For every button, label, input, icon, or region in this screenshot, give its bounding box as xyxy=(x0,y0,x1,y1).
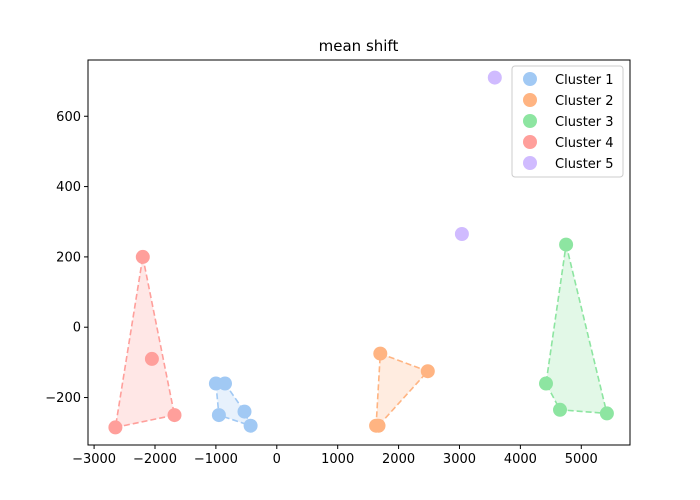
cluster-hulls xyxy=(114,244,608,429)
y-tick-label: 200 xyxy=(56,250,81,265)
plot-frame xyxy=(87,59,631,446)
x-tick-label: 4000 xyxy=(504,452,537,467)
x-axis: −3000 −2000 −1000 0 1000 2000 3000 4000 5000 xyxy=(72,445,598,467)
cluster-4-point xyxy=(108,420,123,435)
legend-marker xyxy=(523,93,537,107)
y-tick-label: −200 xyxy=(45,391,81,406)
cluster-5-point xyxy=(487,70,502,85)
cluster-4-point xyxy=(135,249,150,264)
legend-marker xyxy=(523,114,537,128)
x-tick-label: 5000 xyxy=(565,452,598,467)
legend-label: Cluster 2 xyxy=(555,94,614,109)
cluster-4-point xyxy=(167,408,182,423)
legend-label: Cluster 4 xyxy=(555,136,614,151)
cluster-1-point xyxy=(237,404,252,419)
cluster-1-point xyxy=(211,408,226,423)
y-tick-label: 0 xyxy=(73,321,81,336)
cluster-3-point xyxy=(553,402,567,417)
x-tick-label: −3000 xyxy=(72,452,116,467)
cluster-points xyxy=(108,70,614,435)
cluster-2-point xyxy=(373,346,388,361)
legend-marker xyxy=(523,156,537,170)
y-tick-label: 600 xyxy=(56,110,81,125)
y-tick-label: 400 xyxy=(56,180,81,195)
chart-title: mean shift xyxy=(319,37,399,55)
cluster-3-hull xyxy=(545,244,608,415)
legend-label: Cluster 1 xyxy=(555,73,614,88)
cluster-2-point xyxy=(371,418,386,433)
x-tick-label: 1000 xyxy=(321,452,354,467)
y-axis: −200 0 200 400 600 xyxy=(45,110,88,406)
legend-box xyxy=(511,65,624,178)
x-tick-label: −1000 xyxy=(194,452,238,467)
legend-label: Cluster 3 xyxy=(555,115,614,130)
cluster-3-point xyxy=(599,406,614,421)
cluster-2-hull xyxy=(375,352,430,427)
x-tick-label: 2000 xyxy=(382,452,415,467)
cluster-5-point xyxy=(454,227,469,241)
x-tick-label: 3000 xyxy=(443,452,476,467)
legend-marker xyxy=(523,72,537,86)
cluster-1-point xyxy=(218,376,232,391)
cluster-1-point xyxy=(243,418,258,433)
cluster-4-point xyxy=(144,351,159,366)
cluster-3-point xyxy=(539,376,553,391)
legend-marker xyxy=(523,135,537,149)
cluster-3-point xyxy=(559,237,574,252)
cluster-4-hull xyxy=(114,256,176,429)
legend-label: Cluster 5 xyxy=(555,157,614,172)
x-tick-label: −2000 xyxy=(133,452,177,467)
cluster-2-point xyxy=(420,364,435,379)
x-tick-label: 0 xyxy=(273,452,281,467)
legend: Cluster 1 Cluster 2 Cluster 3 Cluster 4 Clus… xyxy=(511,65,624,178)
